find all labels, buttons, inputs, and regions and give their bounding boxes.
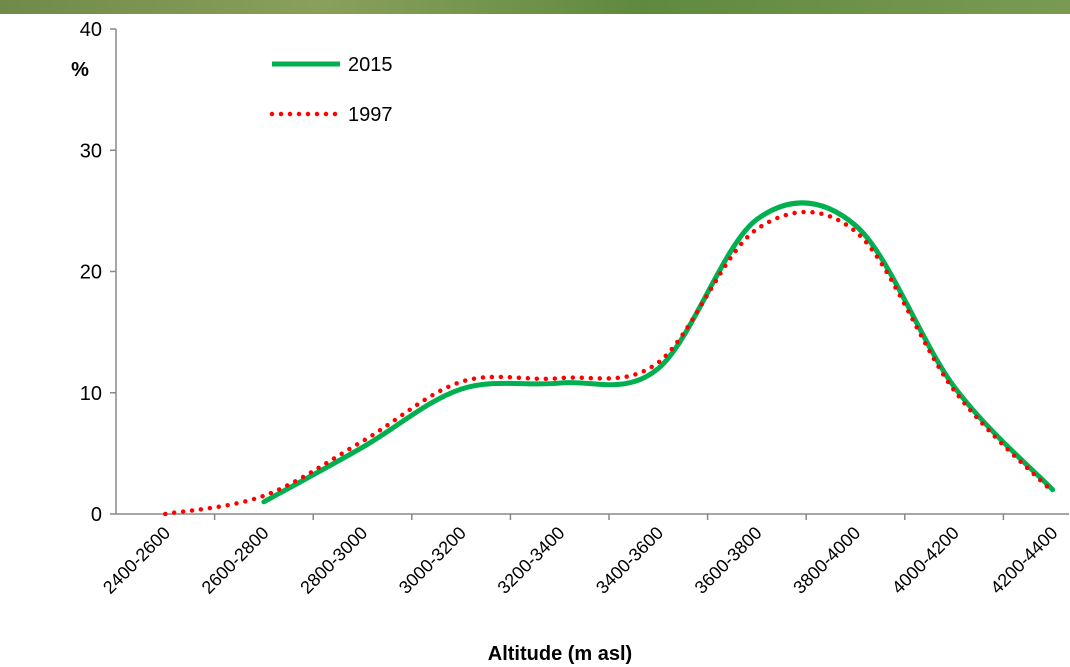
x-tick-label: 3000-3200 <box>395 523 470 598</box>
y-tick-label: 0 <box>91 504 102 526</box>
x-tick-label: 3200-3400 <box>494 523 569 598</box>
x-tick-label: 3400-3600 <box>592 523 667 598</box>
x-tick-label: 3600-3800 <box>691 523 766 598</box>
chart: % Altitude (m asl) 0 10 20 30 40 2400-2600 260… <box>0 0 1070 667</box>
x-tick-label: 2600-2800 <box>198 523 273 598</box>
legend-label: 2015 <box>348 54 393 76</box>
x-tick-label: 2800-3000 <box>296 523 371 598</box>
y-tick-label: 40 <box>80 19 102 41</box>
x-tick-label: 3800-4000 <box>789 523 864 598</box>
legend-label: 1997 <box>348 104 393 126</box>
series-line <box>264 203 1053 502</box>
x-tick-label: 4000-4200 <box>888 523 963 598</box>
x-tick-label: 4200-4400 <box>987 523 1062 598</box>
x-axis-title: Altitude (m asl) <box>488 643 632 665</box>
y-tick-label: 20 <box>80 262 102 284</box>
y-tick-label: 30 <box>80 140 102 162</box>
x-tick-label: 2400-2600 <box>99 523 174 598</box>
photo-strip <box>0 0 1070 14</box>
series-line <box>165 212 1052 514</box>
y-axis-title: % <box>71 59 89 81</box>
y-tick-label: 10 <box>80 383 102 405</box>
